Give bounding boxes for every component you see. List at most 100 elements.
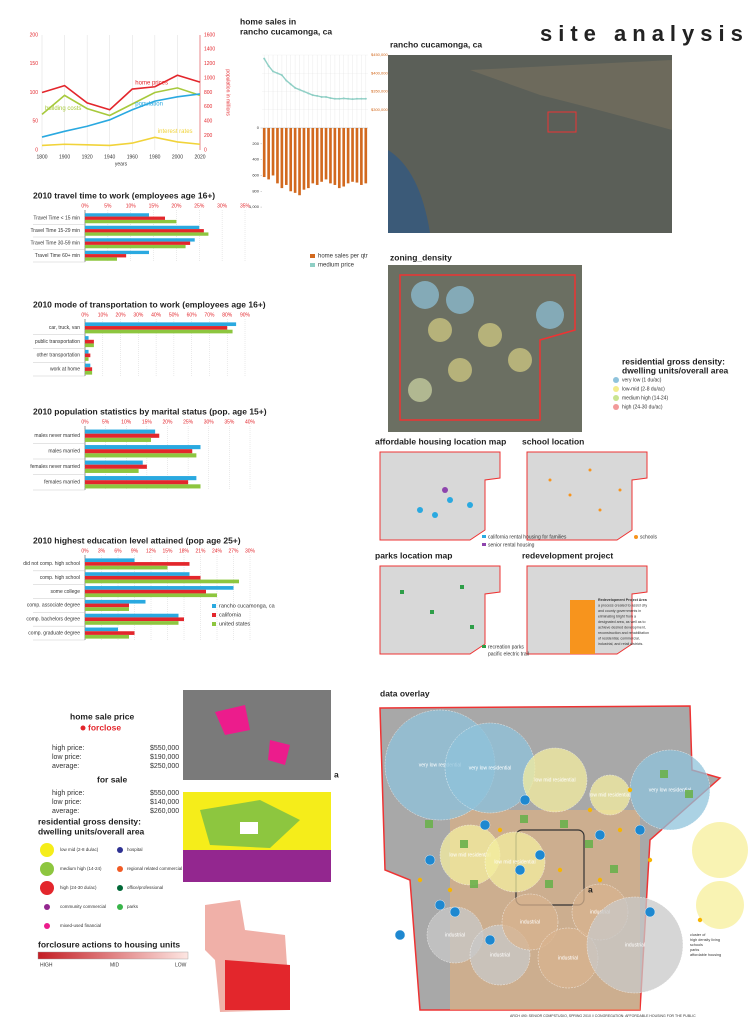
point — [302, 90, 305, 93]
legend-swatch — [44, 923, 50, 929]
park-mark — [520, 815, 528, 823]
park-mark — [685, 790, 693, 798]
x-tick-label: 60% — [187, 312, 198, 318]
legend-label: parks — [127, 904, 139, 909]
description: designated area, as well as to — [598, 620, 646, 624]
x-tick-label: 15% — [142, 419, 153, 425]
y2-tick-label: 1200 — [204, 61, 215, 67]
legend-swatch — [613, 404, 619, 410]
housing-dot — [534, 849, 546, 861]
y-tick-label: 0 — [35, 147, 38, 153]
point — [311, 94, 314, 97]
zone-label: industrial — [490, 952, 510, 958]
legend-label: parks — [690, 948, 699, 952]
y-tick-label: 0 — [257, 125, 260, 130]
zone-label: industrial — [558, 955, 578, 961]
legend-swatch — [613, 377, 619, 383]
x-tick-label: 30% — [245, 548, 256, 554]
x-tick-label: 90% — [240, 312, 251, 318]
legend-label: medium high (14-24) — [622, 395, 668, 401]
series-line — [41, 74, 201, 111]
bar — [329, 128, 332, 184]
legend-title: residential gross density: — [622, 356, 725, 366]
bar — [85, 353, 91, 358]
x-tick-label: 35% — [240, 203, 251, 209]
category-label: comp. graduate degree — [28, 630, 80, 636]
x-tick-label: 30% — [217, 203, 228, 209]
x-tick-label: 40% — [245, 419, 256, 425]
x-tick-label: 1800 — [36, 154, 47, 160]
series-line — [41, 93, 201, 138]
x-tick-label: 10% — [121, 419, 132, 425]
price-value: $190,000 — [150, 754, 179, 761]
category-label: public transportation — [35, 339, 80, 345]
category-label: males married — [48, 449, 80, 455]
point — [276, 72, 279, 75]
chart-title: home sales in — [240, 16, 296, 26]
category-label: some college — [51, 589, 81, 595]
category-label: Travel Time < 15 min — [33, 216, 80, 222]
point — [294, 86, 297, 89]
price-label: average: — [52, 763, 79, 770]
bar — [85, 617, 184, 622]
park-mark — [425, 820, 433, 828]
section-subtitle: for sale — [97, 774, 128, 784]
bar — [85, 464, 147, 469]
series-label: building costs — [45, 106, 81, 112]
bar — [85, 216, 165, 220]
bar — [355, 128, 359, 183]
map-title: parks location map — [375, 550, 452, 560]
map-title: redevelopment project — [522, 550, 613, 560]
legend-swatch — [613, 395, 619, 401]
section-title: home sale price — [70, 711, 135, 721]
description: achieve desired development, — [598, 625, 646, 629]
zone-circle — [696, 881, 744, 929]
point — [272, 70, 275, 73]
school-dot — [647, 857, 653, 863]
x-tick-label: 25% — [194, 203, 205, 209]
category-label: Travel Time 15-29 min — [30, 228, 80, 234]
bar — [85, 244, 186, 249]
y2-axis-label: population in millions — [225, 69, 231, 116]
map-title: affordable housing location map — [375, 436, 506, 446]
bar — [85, 589, 206, 594]
bar — [85, 607, 129, 611]
bar — [342, 128, 346, 187]
bar — [85, 449, 193, 454]
bar — [85, 238, 195, 242]
bar — [85, 213, 149, 217]
bar — [262, 128, 266, 178]
bar — [85, 445, 201, 450]
school-dot — [597, 877, 603, 883]
category-label: comp. bachelors degree — [26, 617, 80, 623]
park-mark — [610, 865, 618, 873]
x-tick-label: 30% — [204, 419, 215, 425]
legend-swatch — [212, 622, 216, 626]
category-label: males never married — [34, 433, 80, 439]
bar — [85, 367, 93, 371]
bar — [333, 128, 337, 185]
category-label: other transportation — [37, 353, 81, 359]
category-label: work at home — [50, 366, 80, 372]
point — [316, 94, 319, 97]
category-label: car, truck, van — [49, 325, 80, 331]
description: of residential, commercial, — [598, 636, 640, 640]
bar — [85, 599, 146, 604]
price-value: $260,000 — [150, 808, 179, 815]
bar — [85, 572, 190, 576]
map-title: data overlay — [380, 688, 430, 698]
x-tick-label: 9% — [131, 548, 139, 554]
legend-label: home sales per qtr — [318, 254, 368, 260]
legend-swatch — [482, 535, 486, 538]
bar — [346, 128, 350, 184]
x-tick-label: 5% — [104, 203, 112, 209]
y-tick-label: 200 — [30, 32, 39, 38]
x-tick-label: 15% — [162, 548, 173, 554]
legend-swatch — [482, 543, 486, 546]
park-mark — [560, 820, 568, 828]
school-dot — [557, 867, 563, 873]
legend-label: united states — [219, 621, 250, 627]
redevelopment-area — [570, 600, 595, 654]
legend-label: low mid (2-8 du/ac) — [60, 847, 99, 852]
x-tick-label: 1980 — [149, 154, 160, 160]
